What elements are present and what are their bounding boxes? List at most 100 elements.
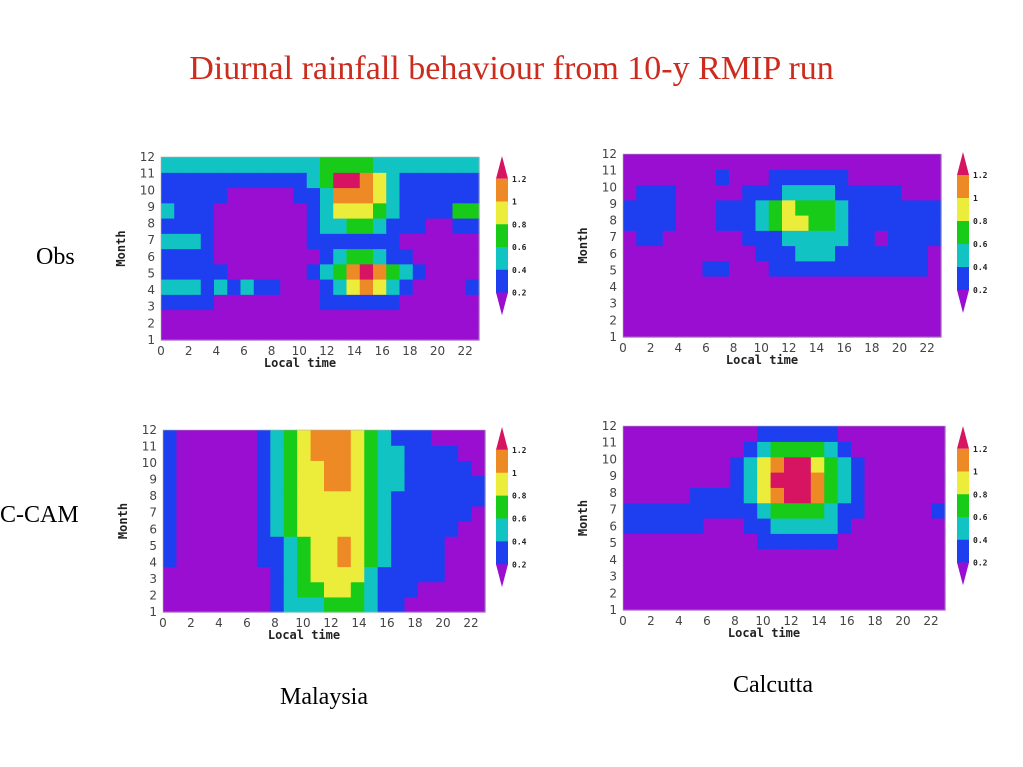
heatmap-cell bbox=[243, 490, 258, 507]
heatmap-cell bbox=[297, 551, 312, 568]
heatmap-cell bbox=[730, 502, 745, 519]
heatmap-cell bbox=[851, 472, 866, 488]
heatmap-cell bbox=[214, 187, 228, 204]
heatmap-cell bbox=[364, 505, 379, 522]
heatmap-cell bbox=[768, 245, 783, 262]
heatmap-cell bbox=[297, 505, 312, 522]
heatmap-cell bbox=[216, 445, 231, 461]
heatmap-cell bbox=[810, 564, 825, 580]
heatmap-cell bbox=[431, 475, 446, 492]
y-tick-label: 11 bbox=[602, 436, 617, 450]
heatmap-cell bbox=[821, 260, 836, 277]
heatmap-cell bbox=[270, 490, 285, 507]
heatmap-cell bbox=[795, 260, 810, 277]
heatmap-cell bbox=[877, 441, 892, 458]
heatmap-cell bbox=[189, 430, 204, 446]
heatmap-cell bbox=[465, 202, 480, 219]
heatmap-cell bbox=[891, 456, 906, 473]
x-tick-label: 14 bbox=[809, 341, 824, 355]
heatmap-cell bbox=[676, 472, 691, 488]
heatmap-cell bbox=[835, 230, 849, 247]
heatmap-cell bbox=[176, 521, 191, 537]
heatmap-cell bbox=[163, 536, 178, 552]
heatmap-cell bbox=[901, 215, 916, 231]
heatmap-cell bbox=[458, 551, 473, 568]
heatmap-cell bbox=[770, 533, 785, 550]
heatmap-cell bbox=[663, 456, 678, 473]
heatmap-cell bbox=[702, 184, 717, 201]
heatmap-cell bbox=[716, 594, 731, 611]
heatmap-cell bbox=[391, 475, 406, 492]
heatmap-cell bbox=[465, 324, 480, 341]
heatmap-cell bbox=[931, 594, 946, 611]
colorbar-label: 0.4 bbox=[973, 263, 988, 272]
heatmap-cell bbox=[458, 445, 473, 461]
heatmap-cell bbox=[636, 564, 651, 580]
heatmap-cell bbox=[452, 172, 467, 189]
x-tick-label: 20 bbox=[895, 614, 910, 628]
heatmap-cell bbox=[770, 426, 785, 442]
heatmap-cell bbox=[755, 306, 770, 323]
colorbar-segment bbox=[957, 267, 969, 291]
heatmap-cell bbox=[918, 456, 933, 473]
heatmap-cell bbox=[891, 579, 906, 596]
heatmap-cell bbox=[824, 579, 839, 596]
heatmap-cell bbox=[324, 536, 339, 552]
column-label-calcutta: Calcutta bbox=[733, 672, 813, 698]
heatmap-cell bbox=[386, 187, 401, 204]
heatmap-cell bbox=[782, 321, 796, 338]
heatmap-cell bbox=[663, 502, 678, 519]
heatmap-cell bbox=[861, 184, 876, 201]
heatmap-cell bbox=[795, 154, 810, 170]
heatmap-cell bbox=[810, 441, 825, 458]
heatmap-cell bbox=[386, 294, 401, 311]
heatmap-cell bbox=[797, 594, 812, 611]
heatmap-cell bbox=[337, 566, 352, 583]
heatmap-cell bbox=[874, 184, 889, 201]
heatmap-cell bbox=[663, 533, 678, 550]
heatmap-cell bbox=[359, 324, 374, 341]
y-tick-label: 3 bbox=[149, 572, 157, 586]
heatmap-cell bbox=[391, 521, 406, 537]
heatmap-cell bbox=[240, 172, 255, 189]
heatmap-cell bbox=[310, 490, 325, 507]
heatmap-cell bbox=[417, 475, 432, 492]
x-tick-label: 16 bbox=[837, 341, 852, 355]
x-tick-label: 14 bbox=[351, 616, 366, 630]
heatmap-cell bbox=[458, 430, 473, 446]
heatmap-cell bbox=[715, 154, 730, 170]
heatmap-cell bbox=[431, 521, 446, 537]
heatmap-cell bbox=[203, 445, 218, 461]
heatmap-cell bbox=[216, 430, 231, 446]
heatmap-cell bbox=[216, 460, 231, 477]
heatmap-cell bbox=[636, 502, 651, 519]
heatmap-cell bbox=[743, 579, 758, 596]
heatmap-cell bbox=[782, 245, 796, 262]
heatmap-cell bbox=[861, 199, 876, 216]
x-tick-label: 0 bbox=[619, 341, 627, 355]
heatmap-cell bbox=[187, 187, 202, 204]
y-tick-label: 12 bbox=[142, 423, 157, 437]
heatmap-cell bbox=[377, 566, 392, 583]
heatmap-cell bbox=[452, 294, 467, 311]
heatmap-cell bbox=[417, 460, 432, 477]
heatmap-cell bbox=[821, 276, 836, 292]
heatmap-cell bbox=[306, 248, 321, 265]
heatmap-cell bbox=[851, 594, 866, 611]
heatmap-cell bbox=[350, 596, 365, 613]
heatmap-cell bbox=[176, 460, 191, 477]
heatmap-cell bbox=[373, 294, 387, 311]
heatmap-cell bbox=[689, 169, 704, 186]
heatmap-cell bbox=[426, 187, 440, 204]
heatmap-cell bbox=[689, 154, 704, 170]
heatmap-cell bbox=[808, 169, 823, 186]
heatmap-cell bbox=[927, 260, 942, 277]
y-tick-label: 10 bbox=[142, 456, 157, 470]
heatmap-cell bbox=[163, 505, 178, 522]
x-tick-label: 6 bbox=[702, 341, 710, 355]
heatmap-cell bbox=[649, 276, 664, 292]
heatmap-cell bbox=[404, 475, 419, 492]
heatmap-cell bbox=[824, 426, 839, 442]
heatmap-cell bbox=[931, 441, 946, 458]
heatmap-cell bbox=[874, 321, 889, 338]
